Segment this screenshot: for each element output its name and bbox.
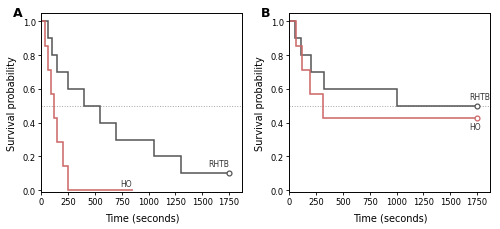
X-axis label: Time (seconds): Time (seconds): [104, 212, 179, 222]
Text: RHTB: RHTB: [470, 93, 490, 102]
Text: A: A: [13, 7, 23, 20]
Y-axis label: Survival probability: Survival probability: [255, 56, 265, 150]
Text: HO: HO: [120, 179, 132, 188]
X-axis label: Time (seconds): Time (seconds): [352, 212, 427, 222]
Text: RHTB: RHTB: [208, 159, 230, 168]
Text: HO: HO: [470, 123, 481, 132]
Y-axis label: Survival probability: Survival probability: [7, 56, 17, 150]
Text: B: B: [261, 7, 270, 20]
